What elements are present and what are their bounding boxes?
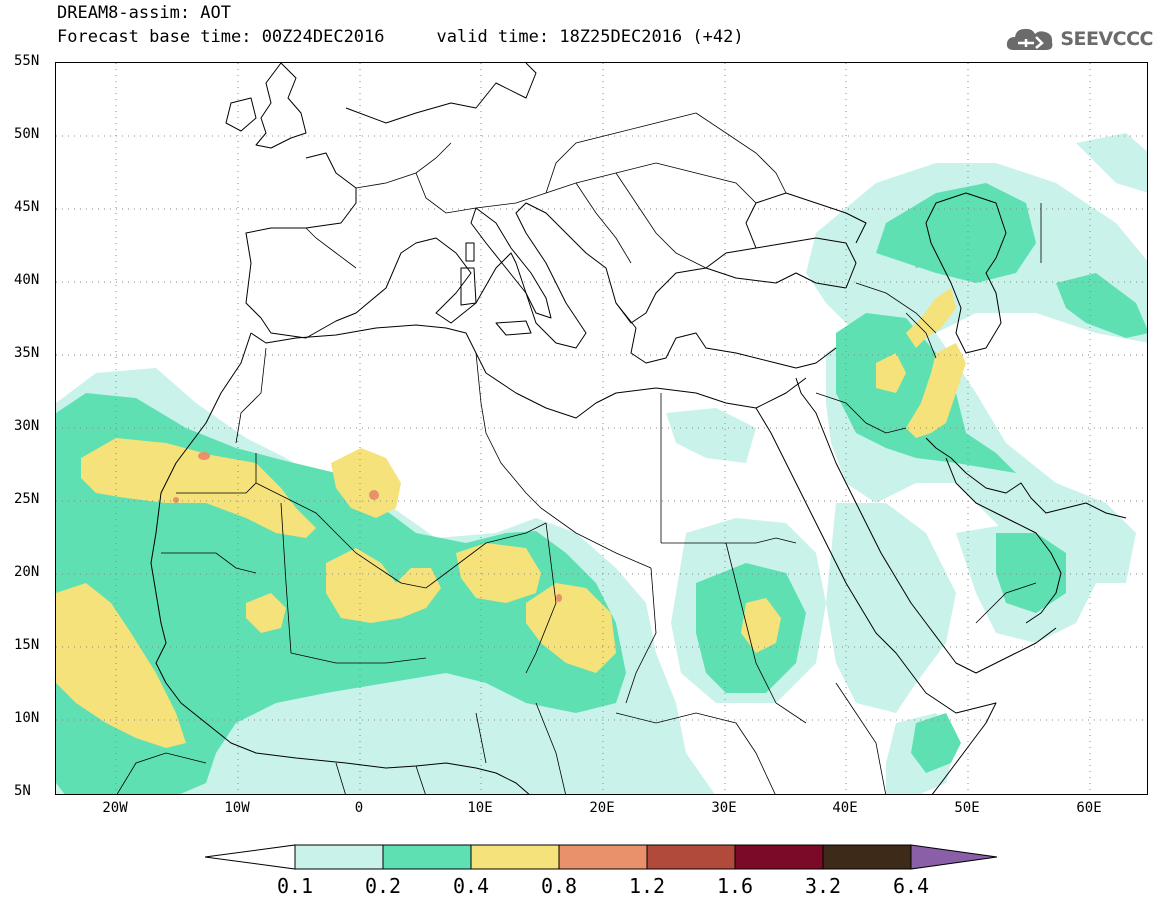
colorbar-tick-label: 1.6: [716, 874, 754, 898]
colorbar-tick-label: 1.2: [628, 874, 666, 898]
lat-label: 20N: [14, 564, 40, 580]
lon-label: 40E: [832, 800, 858, 816]
aot-contour-0.8: [173, 452, 562, 602]
seevccc-logo: SEEVCCC: [1004, 24, 1153, 54]
lat-label: 5N: [14, 783, 31, 799]
cloud-icon: [1007, 28, 1053, 50]
colorbar-tick-label: 0.2: [364, 874, 402, 898]
colorbar-tick-label: 0.4: [452, 874, 490, 898]
aot-colorbar: [205, 844, 998, 870]
colorbar-bin-0.8-1.2: [558, 844, 648, 870]
lon-label: 50E: [954, 800, 980, 816]
lat-label: 10N: [14, 710, 40, 726]
colorbar-under-triangle: [205, 844, 296, 870]
aot-contour-0.4: [56, 288, 966, 748]
colorbar-tick-label: 0.1: [276, 874, 314, 898]
lat-label: 25N: [14, 491, 40, 507]
colorbar-tick-label: 6.4: [892, 874, 930, 898]
lon-label: 60E: [1076, 800, 1102, 816]
map-canvas: [56, 63, 1147, 794]
colorbar-bin-1.6-3.2: [734, 844, 824, 870]
colorbar-bin-0.2-0.4: [382, 844, 472, 870]
lat-label: 30N: [14, 418, 40, 434]
base-time: Forecast base time: 00Z24DEC2016: [57, 27, 385, 47]
lat-label: 40N: [14, 272, 40, 288]
map-title: DREAM8-assim: AOT: [57, 3, 231, 23]
lon-label: 20W: [102, 800, 128, 816]
lat-label: 50N: [14, 126, 40, 142]
lon-label: 30E: [711, 800, 737, 816]
lat-label: 45N: [14, 199, 40, 215]
colorbar-bin-0.4-0.8: [470, 844, 560, 870]
colorbar-tick-label: 3.2: [804, 874, 842, 898]
lon-label: 10E: [467, 800, 493, 816]
colorbar-bin-3.2-6.4: [822, 844, 912, 870]
lon-label: 0: [354, 800, 364, 816]
coastlines: [150, 63, 1127, 794]
lon-label: 10W: [224, 800, 250, 816]
forecast-times: Forecast base time: 00Z24DEC2016 valid ti…: [57, 27, 744, 47]
logo-text: SEEVCCC: [1060, 28, 1153, 50]
colorbar-bin-1.2-1.6: [646, 844, 736, 870]
colorbar-tick-label: 0.8: [540, 874, 578, 898]
lat-label: 15N: [14, 637, 40, 653]
valid-time: valid time: 18Z25DEC2016 (+42): [436, 27, 744, 47]
colorbar-bin-0.1-0.2: [294, 844, 384, 870]
lat-label: 55N: [14, 53, 40, 69]
lat-label: 35N: [14, 345, 40, 361]
lon-label: 20E: [589, 800, 615, 816]
country-borders: [116, 112, 1042, 794]
colorbar-over-triangle: [910, 844, 998, 870]
map-plot-area: [55, 62, 1148, 795]
